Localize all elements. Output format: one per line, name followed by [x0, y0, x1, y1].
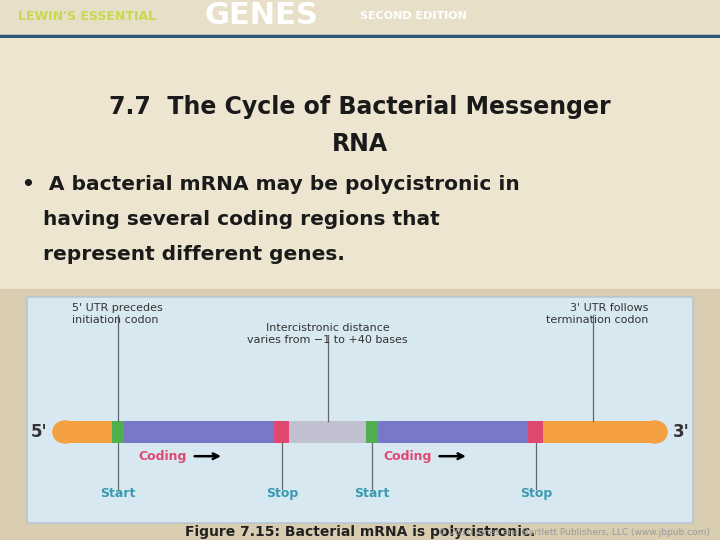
Bar [0, 38, 720, 289]
Bar [274, 421, 289, 443]
Text: Intercistronic distance: Intercistronic distance [266, 323, 390, 333]
Text: 5' UTR precedes: 5' UTR precedes [72, 303, 163, 313]
Text: Coding: Coding [383, 450, 432, 463]
Text: represent different genes.: represent different genes. [22, 245, 345, 264]
Text: © 2010 Jones and Bartlett Publishers, LLC (www.jbpub.com): © 2010 Jones and Bartlett Publishers, LL… [438, 528, 710, 537]
Bar [528, 421, 543, 443]
Bar [0, 289, 720, 540]
FancyBboxPatch shape [27, 297, 693, 523]
Text: Start: Start [100, 487, 136, 500]
Bar [124, 421, 274, 443]
Text: Stop: Stop [520, 487, 552, 500]
Text: varies from −1 to +40 bases: varies from −1 to +40 bases [247, 335, 408, 345]
Text: Start: Start [354, 487, 390, 500]
Text: 3' UTR follows: 3' UTR follows [570, 303, 648, 313]
Text: having several coding regions that: having several coding regions that [22, 210, 440, 229]
Bar [378, 421, 528, 443]
Bar [543, 421, 655, 443]
Text: 7.7  The Cycle of Bacterial Messenger: 7.7 The Cycle of Bacterial Messenger [109, 95, 611, 119]
Text: GENES: GENES [205, 2, 319, 30]
Ellipse shape [53, 421, 77, 443]
Ellipse shape [643, 421, 667, 443]
Text: Figure 7.15: Bacterial mRNA is polycistronic.: Figure 7.15: Bacterial mRNA is polycistr… [185, 525, 535, 539]
Bar [112, 421, 124, 443]
Bar [65, 421, 112, 443]
Text: 5': 5' [30, 423, 47, 441]
Text: RNA: RNA [332, 132, 388, 156]
Text: Coding: Coding [138, 450, 187, 463]
Text: termination codon: termination codon [546, 315, 648, 325]
Text: Stop: Stop [266, 487, 298, 500]
Text: SECOND EDITION: SECOND EDITION [360, 11, 467, 21]
Text: 3': 3' [673, 423, 690, 441]
Text: initiation codon: initiation codon [72, 315, 158, 325]
Bar [366, 421, 378, 443]
Text: •  A bacterial mRNA may be polycistronic in: • A bacterial mRNA may be polycistronic … [22, 175, 520, 194]
Text: LEWIN'S ESSENTIAL: LEWIN'S ESSENTIAL [18, 10, 156, 23]
Bar [289, 421, 366, 443]
